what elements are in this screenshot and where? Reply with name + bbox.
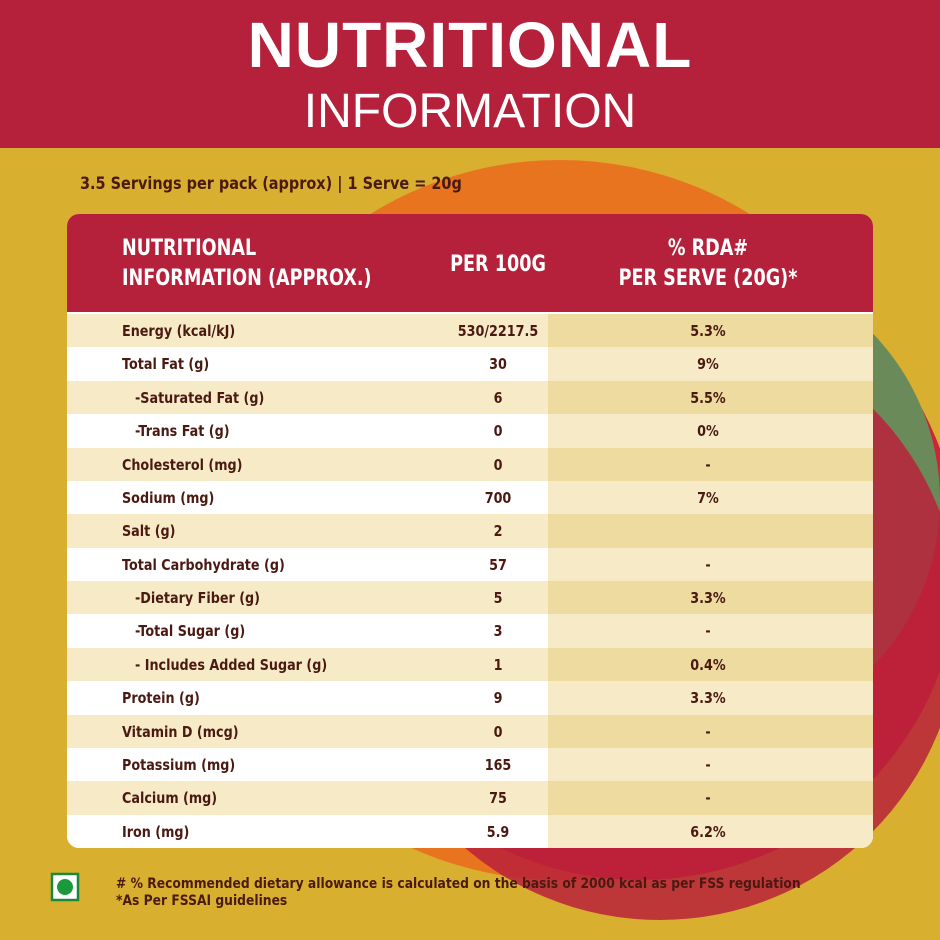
veg-symbol (50, 872, 80, 902)
cell-bg (548, 747, 873, 782)
cell-bg (548, 547, 873, 581)
footnote: *As Per FSSAI guidelines (116, 893, 288, 909)
per-100g-value: 5.9 (486, 822, 510, 841)
nutrient-label: -Saturated Fat (g) (135, 388, 265, 407)
table-row: - Includes Added Sugar (g) 1 0.4% (67, 647, 873, 682)
nutrient-label: Salt (g) (122, 522, 176, 541)
per-100g-value: 75 (489, 789, 507, 808)
table-row: Total Fat (g) 30 9% (67, 347, 873, 381)
per-100g-value: 9 (493, 689, 503, 708)
table-row: Potassium (mg) 165 - (67, 747, 873, 782)
cell-bg (548, 814, 873, 848)
table-row: Cholesterol (mg) 0 - (67, 447, 873, 481)
cell-bg (548, 681, 873, 715)
nutrient-label: Total Carbohydrate (g) (122, 555, 285, 574)
cell-bg (548, 380, 873, 415)
rda-value: - (705, 722, 711, 741)
cell-bg (548, 781, 873, 815)
table-row: -Saturated Fat (g) 6 5.5% (67, 380, 873, 415)
table-row: Energy (kcal/kJ) 530/2217.5 5.3% (67, 314, 873, 348)
rda-value: 9% (697, 355, 719, 374)
footnote: # % Recommended dietary allowance is cal… (116, 876, 801, 892)
table-row: Iron (mg) 5.9 6.2% (67, 814, 873, 848)
footnotes: # % Recommended dietary allowance is cal… (116, 876, 801, 910)
cell-bg (548, 714, 873, 748)
subtitle: INFORMATION (303, 85, 637, 138)
title: NUTRITIONAL (247, 9, 693, 81)
nutrient-label: -Trans Fat (g) (135, 422, 230, 441)
rda-value: - (705, 755, 711, 774)
rda-value: 3.3% (690, 589, 726, 607)
rda-value: 5.5% (690, 388, 726, 407)
nutrient-label: -Total Sugar (g) (135, 622, 246, 641)
cell-bg (548, 647, 873, 682)
per-100g-value: 3 (493, 622, 503, 641)
table-row: Sodium (mg) 700 7% (67, 480, 873, 515)
column-header: % RDA# PER SERVE (20G)* (618, 236, 798, 291)
table-row: Calcium (mg) 75 - (67, 781, 873, 815)
nutrition-table: NUTRITIONAL INFORMATION (APPROX.) PER 10… (67, 214, 873, 848)
cell-bg (548, 514, 873, 548)
per-100g-value: 6 (493, 388, 503, 407)
table-row: Protein (g) 9 3.3% (67, 681, 873, 715)
per-100g-value: 0 (493, 422, 503, 441)
serving-info: 3.5 Servings per pack (approx) | 1 Serve… (80, 174, 462, 194)
rda-value: 3.3% (690, 689, 726, 708)
cell-bg (548, 614, 873, 648)
per-100g-value: 5 (493, 589, 503, 607)
rda-value: 0% (697, 422, 719, 441)
cell-bg (548, 347, 873, 381)
rda-value: - (705, 555, 711, 574)
cell-bg (548, 581, 873, 615)
rda-value: - (705, 789, 711, 808)
nutrient-label: Calcium (mg) (122, 789, 218, 808)
per-100g-value: 1 (493, 655, 503, 674)
table-row: Total Carbohydrate (g) 57 - (67, 547, 873, 581)
per-100g-value: 2 (493, 522, 503, 541)
per-100g-value: 0 (493, 455, 503, 474)
nutrient-label: Potassium (mg) (122, 755, 236, 774)
per-100g-value: 530/2217.5 (457, 322, 539, 340)
nutrient-label: Vitamin D (mcg) (122, 722, 239, 741)
per-100g-value: 700 (484, 488, 512, 507)
cell-bg (548, 447, 873, 481)
nutrient-label: Energy (kcal/kJ) (122, 322, 236, 340)
table-row: -Trans Fat (g) 0 0% (67, 414, 873, 448)
rda-value: - (705, 455, 711, 474)
nutrient-label: Iron (mg) (122, 822, 190, 841)
rda-value: 6.2% (690, 822, 726, 841)
nutrient-label: -Dietary Fiber (g) (135, 589, 261, 607)
per-100g-value: 57 (489, 555, 507, 574)
nutrient-label: Total Fat (g) (122, 355, 210, 374)
nutrient-label: - Includes Added Sugar (g) (135, 655, 328, 674)
cell-bg (548, 314, 873, 348)
per-100g-value: 0 (493, 722, 503, 741)
header: NUTRITIONAL INFORMATION (0, 0, 940, 148)
table-row: -Dietary Fiber (g) 5 3.3% (67, 581, 873, 615)
rda-value: 7% (697, 488, 719, 507)
nutrient-label: Protein (g) (122, 689, 200, 708)
per-100g-value: 30 (489, 355, 507, 374)
nutrient-label: Cholesterol (mg) (122, 455, 243, 474)
column-header: NUTRITIONAL INFORMATION (APPROX.) (122, 236, 372, 291)
rda-value: 0.4% (690, 655, 726, 674)
cell-bg (548, 414, 873, 448)
rda-value: - (705, 622, 711, 641)
table-header: NUTRITIONAL INFORMATION (APPROX.) PER 10… (67, 214, 873, 312)
per-100g-value: 165 (484, 755, 512, 774)
nutrient-label: Sodium (mg) (122, 488, 215, 507)
table-row: Vitamin D (mcg) 0 - (67, 714, 873, 748)
column-header: PER 100G (450, 252, 546, 277)
table-row: -Total Sugar (g) 3 - (67, 614, 873, 648)
rda-value: 5.3% (690, 322, 726, 340)
table-row: Salt (g) 2 (67, 514, 873, 548)
cell-bg (548, 480, 873, 515)
